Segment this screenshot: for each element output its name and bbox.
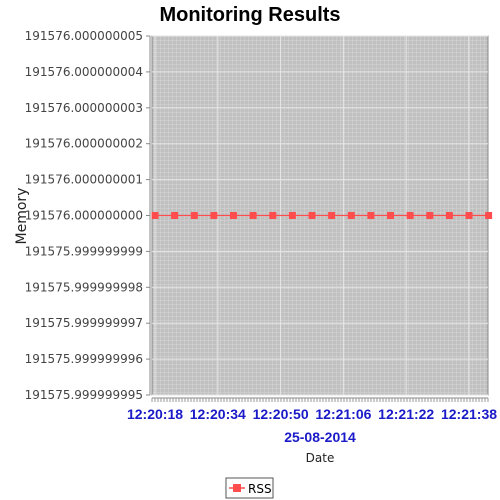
data-point bbox=[190, 212, 198, 219]
y-tick-label: 191576.000000002 bbox=[25, 137, 143, 151]
data-point bbox=[230, 212, 237, 219]
data-point bbox=[445, 212, 453, 219]
y-tick-label: 191575.999999998 bbox=[25, 280, 143, 294]
data-point bbox=[426, 212, 434, 219]
x-tick-label: 12:21:06 bbox=[315, 406, 371, 422]
data-point bbox=[406, 212, 414, 219]
x-date-label: 25-08-2014 bbox=[284, 429, 356, 445]
data-point bbox=[328, 212, 336, 219]
y-tick-label: 191576.000000001 bbox=[25, 173, 143, 187]
data-point bbox=[249, 212, 257, 219]
legend-marker-rss bbox=[233, 484, 241, 492]
y-tick-label: 191576.000000000 bbox=[25, 209, 143, 223]
data-point bbox=[465, 212, 473, 219]
y-axis-label: Memory bbox=[14, 188, 30, 245]
x-tick-label: 12:21:38 bbox=[441, 406, 497, 422]
series-layer bbox=[151, 212, 493, 219]
data-point bbox=[387, 212, 394, 219]
y-tick-label: 191575.999999997 bbox=[25, 316, 143, 330]
chart-title: Monitoring Results bbox=[159, 4, 340, 26]
data-point bbox=[485, 212, 493, 219]
y-tick-label: 191576.000000005 bbox=[25, 29, 143, 43]
y-tick-label: 191576.000000003 bbox=[25, 101, 143, 115]
legend-label-rss: RSS bbox=[248, 482, 272, 496]
y-tick-label: 191576.000000004 bbox=[25, 65, 143, 79]
y-tick-label: 191575.999999995 bbox=[25, 388, 143, 402]
legend-box bbox=[225, 477, 274, 499]
x-tick-label: 12:20:18 bbox=[127, 406, 183, 422]
x-tick-label: 12:21:22 bbox=[378, 406, 434, 422]
y-axis: 191576.000000005 191576.000000004 191576.0… bbox=[25, 29, 151, 402]
x-tick-label: 12:20:34 bbox=[190, 406, 246, 422]
x-axis-label: Date bbox=[306, 451, 335, 465]
data-point bbox=[269, 212, 277, 219]
data-point bbox=[151, 212, 159, 219]
x-tick-label: 12:20:50 bbox=[253, 406, 309, 422]
legend: RSS bbox=[225, 477, 274, 499]
y-tick-label: 191575.999999996 bbox=[25, 352, 143, 366]
y-tick-label: 191575.999999999 bbox=[25, 244, 143, 258]
data-point bbox=[308, 212, 316, 219]
data-point bbox=[210, 212, 218, 219]
data-point bbox=[288, 212, 296, 219]
x-axis: 12:20:18 12:20:34 12:20:50 12:21:06 12:21:22… bbox=[127, 397, 497, 422]
data-point bbox=[171, 212, 179, 219]
data-point bbox=[347, 212, 355, 219]
data-point bbox=[367, 212, 375, 219]
